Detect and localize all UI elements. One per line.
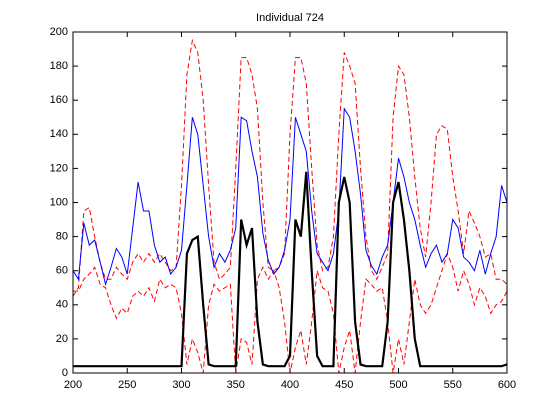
y-tick-label: 100	[50, 196, 68, 208]
x-tick-label: 400	[281, 379, 299, 391]
series-line	[72, 107, 508, 287]
y-tick-label: 0	[62, 367, 68, 379]
y-tick-label: 80	[56, 231, 68, 243]
x-tick-label: 200	[64, 379, 82, 391]
y-tick-label: 140	[50, 128, 68, 140]
y-tick-label: 200	[50, 26, 68, 38]
x-tick-label: 500	[389, 379, 407, 391]
y-tick-label: 20	[56, 333, 68, 345]
x-tick-label: 300	[172, 379, 190, 391]
series-line	[72, 38, 508, 297]
y-tick-label: 180	[50, 60, 68, 72]
y-tick-label: 120	[50, 162, 68, 174]
x-tick-label: 250	[118, 379, 136, 391]
x-tick-label: 550	[444, 379, 462, 391]
x-tick-label: 450	[335, 379, 353, 391]
y-tick-label: 160	[50, 94, 68, 106]
x-tick-label: 600	[498, 379, 516, 391]
series-line	[73, 171, 508, 368]
y-tick-label: 60	[56, 265, 68, 277]
chart-title: Individual 724	[256, 12, 324, 24]
plot-frame	[72, 31, 508, 374]
x-tick-label: 350	[227, 379, 245, 391]
y-tick-label: 40	[56, 299, 68, 311]
